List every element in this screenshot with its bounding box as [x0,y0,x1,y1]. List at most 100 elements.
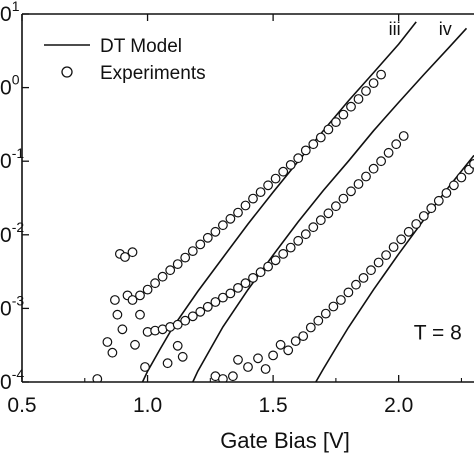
experiment-point [361,86,371,96]
experiment-point [368,78,379,88]
experiment-point [338,109,349,120]
experiment-point [426,203,437,214]
experiment-point [263,261,274,272]
legend-label-dt-model: DT Model [100,36,182,57]
experiment-point [92,374,103,382]
experiment-point [142,284,153,295]
experiment-point [343,287,354,298]
experiment-point [248,193,258,204]
y-tick-label: 0-2 [0,219,24,247]
y-tick-label: 01 [0,0,20,26]
experiment-point [127,247,138,258]
experiment-point [331,117,341,127]
x-tick-label: 2.0 [384,394,413,417]
experiment-point [278,248,289,259]
x-tick-label: 1.0 [133,394,162,417]
model-curve-iv [192,27,468,382]
experiment-point [336,295,346,305]
experiment-point [381,250,392,261]
experiment-point [278,166,289,177]
experiment-point [240,278,251,289]
experiment-point [180,252,191,263]
experiment-point [433,195,444,206]
experiment-point [187,311,198,322]
experiment-point [253,353,263,364]
experiment-point [353,179,364,189]
experiment-point [107,347,118,358]
experiment-point [353,94,364,104]
experiment-point [210,297,221,307]
experiment-point [157,271,168,282]
experiment-point [293,153,304,164]
experiment-point [376,156,387,167]
experiment-point [109,295,120,305]
experiment-point [180,315,191,326]
experiment-point [135,290,145,301]
experiment-point [233,354,243,365]
experiment-point [396,234,407,245]
experiment-point [225,288,236,299]
experiment-point [233,207,243,218]
experiment-point [403,226,414,237]
experiment-point [255,187,266,198]
experiment-point [102,337,113,347]
experiment-point [361,171,371,182]
experiment-point [346,186,356,197]
experiment-point [358,273,369,283]
experiment-point [270,173,281,184]
x-tick-label: 1.5 [259,394,288,417]
experiment-point [130,339,140,350]
experiment-point [323,208,334,219]
experiment-point [172,259,183,270]
experiment-point [293,235,304,246]
experiment-point [202,232,213,243]
experiment-point [368,163,379,174]
experiment-point [366,265,376,276]
experiment-point [202,301,213,312]
experiment-point [195,239,206,250]
experiment-point [351,279,361,290]
annotations: iii iv T = 8 [389,19,462,344]
experiment-point [227,371,238,382]
experiment-point [283,345,294,356]
experiment-point [263,180,274,191]
experiment-point [187,246,198,257]
experiment-point [268,350,279,361]
experiment-point [388,242,399,253]
experiment-point [331,201,341,212]
experiment-point [300,145,311,156]
y-tick-label: 0-4 [0,366,24,394]
experiment-point [135,309,145,320]
model-curve-series-3 [315,154,474,382]
experiment-point [127,295,138,305]
experiment-point [217,220,228,231]
experiment-point [441,188,452,198]
experiment-point [313,315,324,326]
legend-circle-swatch [61,66,73,78]
experiment-point [338,193,349,204]
experiment-point [162,358,173,369]
experiment-point [218,374,228,382]
experiment-point [172,319,183,330]
experiment-point [383,147,394,158]
experiment-point [217,292,228,303]
experiment-point [315,132,326,143]
experiment-point [449,180,459,191]
experiment-point [290,336,301,347]
experiment-point [300,229,311,240]
experiment-point [150,278,161,289]
experiment-point [285,159,296,170]
experiment-point [275,339,286,350]
experiment-point [233,283,243,293]
experiment-point [376,69,387,80]
y-tick-label: 0-3 [0,292,24,320]
experiment-point [243,362,253,372]
legend-label-experiments: Experiments [100,63,206,84]
experiment-point [260,364,271,374]
experiment-point [308,139,319,150]
experiment-point [225,213,236,224]
curve-label-iv: iv [439,19,452,39]
experiment-point [112,309,123,320]
experiment-point [195,306,206,317]
